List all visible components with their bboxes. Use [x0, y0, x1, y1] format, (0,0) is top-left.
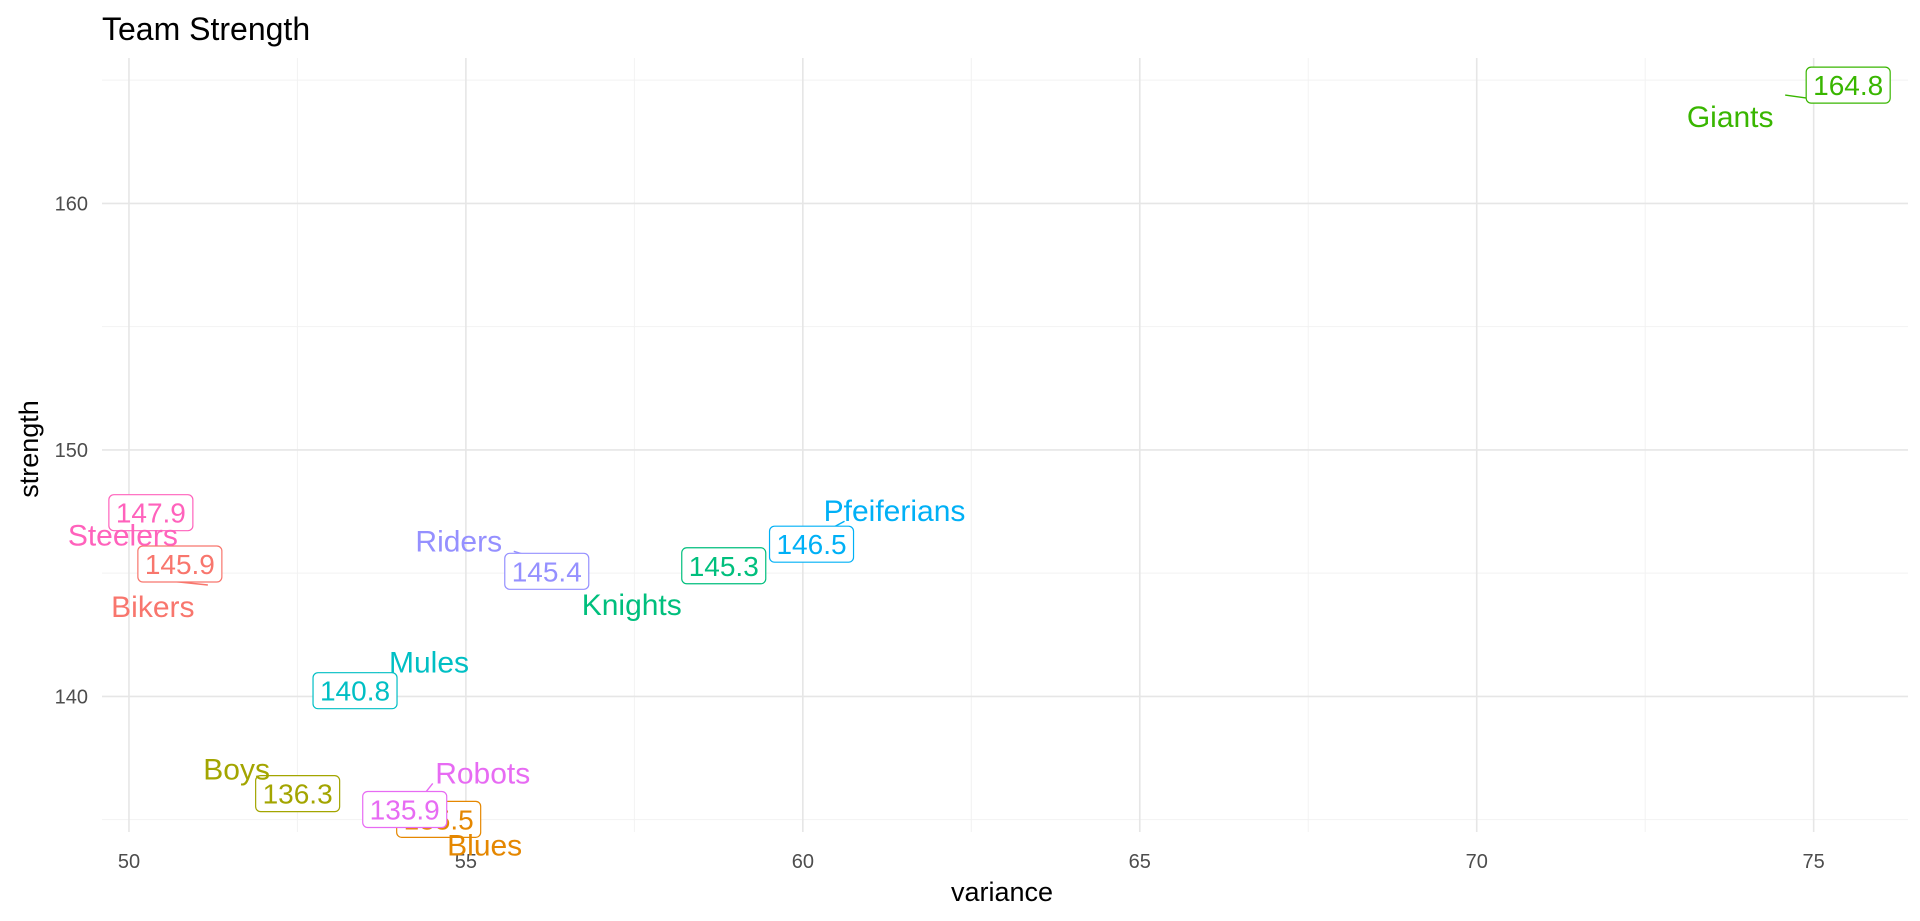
- value-label-box: [681, 547, 767, 585]
- value-label-box: [108, 494, 194, 532]
- value-label-text: 135.9: [370, 794, 440, 825]
- value-label-box: [768, 525, 855, 563]
- value-label: 145.4: [504, 552, 590, 590]
- x-axis-ticks: 50 55 60 65 70 75: [118, 851, 1825, 873]
- value-label-box: [362, 790, 448, 829]
- x-tick-label: 65: [1129, 851, 1151, 873]
- x-tick-label: 60: [792, 851, 814, 873]
- team-name-label: Mules: [389, 647, 469, 680]
- grid-lines: [102, 58, 1908, 832]
- value-label: 147.9: [108, 494, 194, 532]
- team-name-label: Robots: [435, 757, 530, 790]
- value-label-box: [1805, 66, 1891, 104]
- chart-title: Team Strength: [102, 11, 310, 47]
- data-labels: 164.8Giants146.5Pfeiferians145.3Knights1…: [68, 66, 1891, 862]
- value-label-text: 140.8: [320, 676, 390, 707]
- value-label-text: 145.3: [689, 551, 759, 582]
- value-label-text: 145.9: [145, 549, 215, 580]
- value-label-text: 136.3: [263, 779, 333, 810]
- team-name-label: Blues: [447, 829, 522, 862]
- value-label-box: [137, 545, 223, 583]
- value-label: 136.3: [255, 775, 341, 813]
- team-name-label: Boys: [203, 754, 270, 787]
- x-tick-label: 55: [455, 851, 477, 873]
- x-axis-title: variance: [951, 877, 1053, 907]
- x-tick-label: 75: [1803, 851, 1825, 873]
- value-label-text: 164.8: [1813, 70, 1883, 101]
- value-label-text: 147.9: [116, 498, 186, 529]
- y-tick-label: 160: [55, 193, 88, 215]
- x-tick-label: 70: [1466, 851, 1488, 873]
- value-label: 164.8: [1805, 66, 1891, 104]
- value-label-text: 146.5: [776, 529, 846, 560]
- value-label-box: [255, 775, 341, 813]
- team-name-label: Bikers: [111, 591, 194, 624]
- team-name-label: Knights: [582, 589, 682, 622]
- value-label: 145.9: [137, 545, 223, 583]
- team-name-label: Giants: [1687, 101, 1774, 134]
- value-label-box: [504, 552, 590, 590]
- leader-lines: [130, 94, 1829, 836]
- y-tick-label: 150: [55, 440, 88, 462]
- team-name-label: Riders: [415, 525, 502, 558]
- y-tick-label: 140: [55, 686, 88, 708]
- value-label-text: 145.4: [512, 556, 582, 587]
- value-label: 140.8: [312, 672, 398, 710]
- value-label: 135.9: [362, 790, 448, 829]
- y-axis-title: strength: [14, 400, 44, 498]
- team-name-label: Pfeiferians: [824, 495, 966, 528]
- team-name-label: Steelers: [68, 520, 178, 553]
- value-label-box: [312, 672, 398, 710]
- x-tick-label: 50: [118, 851, 140, 873]
- value-label: 146.5: [768, 525, 855, 563]
- y-axis-ticks: 140 150 160: [55, 193, 88, 708]
- value-label: 145.3: [681, 547, 767, 585]
